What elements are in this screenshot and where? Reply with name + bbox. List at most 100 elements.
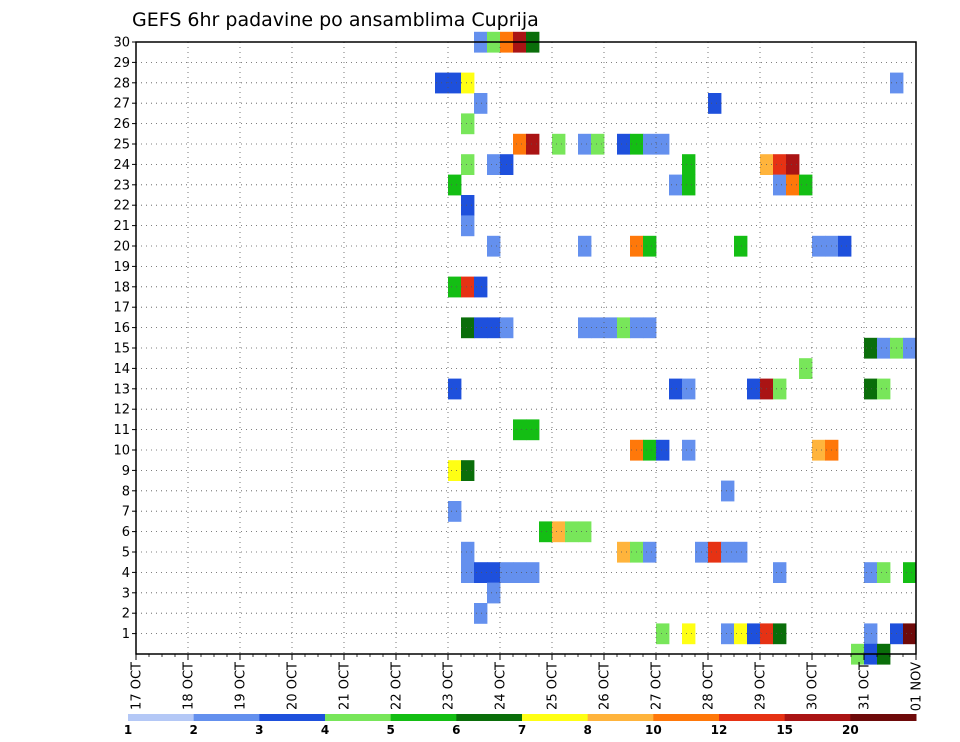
precip-cell xyxy=(656,133,670,155)
colorbar-label: 15 xyxy=(776,723,793,737)
y-tick-label: 12 xyxy=(113,403,130,418)
precip-cell xyxy=(591,317,605,339)
colorbar-label: 7 xyxy=(518,723,526,737)
precip-cell xyxy=(539,521,553,543)
precip-cell xyxy=(617,133,631,155)
precip-cell xyxy=(708,93,722,114)
y-tick-label: 21 xyxy=(113,219,130,234)
precip-cell xyxy=(734,235,748,257)
precip-cell xyxy=(773,174,787,196)
precip-cell xyxy=(461,154,475,175)
precip-cell xyxy=(877,562,891,583)
precip-cell xyxy=(461,460,475,481)
precip-cell xyxy=(773,378,787,400)
precip-cell xyxy=(864,337,878,359)
precip-cell xyxy=(877,378,891,400)
colorbar-segment xyxy=(719,714,786,721)
precip-cell xyxy=(786,154,800,175)
precip-cell xyxy=(487,317,501,339)
precip-cell xyxy=(656,623,670,645)
precip-cell xyxy=(552,521,566,543)
colorbar-segment xyxy=(587,714,654,721)
precip-cell xyxy=(461,562,475,583)
precip-cell xyxy=(747,378,761,400)
precip-cell xyxy=(461,72,475,94)
y-tick-label: 2 xyxy=(122,607,130,622)
y-tick-label: 24 xyxy=(113,158,130,173)
precip-cell xyxy=(474,93,488,114)
colorbar-segment xyxy=(259,714,326,721)
precip-cell xyxy=(487,582,501,604)
precip-cell xyxy=(682,439,696,461)
x-tick-label: 20 OCT xyxy=(286,662,301,710)
y-tick-label: 27 xyxy=(113,97,130,112)
precip-cell xyxy=(669,174,683,196)
precip-cell xyxy=(513,419,527,441)
precip-cell xyxy=(708,541,722,563)
colorbar-segment xyxy=(522,714,589,721)
precip-cell xyxy=(474,317,488,339)
precip-cell xyxy=(448,501,462,522)
precip-cell xyxy=(864,562,878,583)
x-tick-label: 29 OCT xyxy=(754,662,769,710)
y-tick-label: 13 xyxy=(113,382,130,397)
precip-cell xyxy=(448,276,462,298)
precip-cell xyxy=(474,276,488,298)
precip-cell xyxy=(812,235,826,257)
x-tick-label: 22 OCT xyxy=(390,662,405,710)
x-tick-label: 17 OCT xyxy=(130,662,145,710)
y-tick-label: 17 xyxy=(113,301,130,316)
precip-cell xyxy=(643,317,657,339)
colorbar-label: 2 xyxy=(189,723,197,737)
precip-cell xyxy=(474,562,488,583)
precip-cell xyxy=(799,174,813,196)
colorbar-label: 1 xyxy=(124,723,132,737)
precip-cell xyxy=(487,562,501,583)
colorbar-segment xyxy=(653,714,720,721)
precip-cell xyxy=(864,378,878,400)
heatmap-cells xyxy=(435,31,917,665)
colorbar-label: 8 xyxy=(583,723,591,737)
precip-cell xyxy=(721,623,735,645)
precip-cell xyxy=(461,317,475,339)
colorbar-segment xyxy=(390,714,457,721)
colorbar-segment xyxy=(850,714,917,721)
x-tick-label: 30 OCT xyxy=(806,662,821,710)
precip-cell xyxy=(656,439,670,461)
precip-cell xyxy=(734,541,748,563)
y-tick-label: 25 xyxy=(113,138,130,153)
precip-cell xyxy=(526,419,540,441)
colorbar-label: 4 xyxy=(321,723,329,737)
y-tick-label: 28 xyxy=(113,76,130,91)
precip-cell xyxy=(461,113,475,135)
x-tick-label: 23 OCT xyxy=(442,662,457,710)
precip-cell xyxy=(682,154,696,175)
y-tick-label: 9 xyxy=(122,464,130,479)
precip-cell xyxy=(591,133,605,155)
precip-cell xyxy=(552,133,566,155)
precip-cell xyxy=(526,133,540,155)
y-tick-label: 22 xyxy=(113,199,130,214)
colorbar: 1 2 3 4 5 6 7 8 10 12 15 20 xyxy=(124,714,917,737)
colorbar-label: 20 xyxy=(842,723,859,737)
precip-cell xyxy=(864,623,878,645)
precip-cell xyxy=(669,378,683,400)
y-tick-label: 16 xyxy=(113,321,130,336)
y-tick-label: 19 xyxy=(113,260,130,275)
y-tick-label: 18 xyxy=(113,280,130,295)
precip-cell xyxy=(643,235,657,257)
x-tick-label: 18 OCT xyxy=(182,662,197,710)
precip-cell xyxy=(799,358,813,379)
colorbar-segment xyxy=(325,714,392,721)
precip-cell xyxy=(812,439,826,461)
precip-cell xyxy=(773,623,787,645)
precip-cell xyxy=(721,480,735,502)
colorbar-label: 10 xyxy=(645,723,662,737)
y-tick-label: 15 xyxy=(113,342,130,357)
y-tick-label: 30 xyxy=(113,36,130,51)
precip-cell xyxy=(643,133,657,155)
chart-title: GEFS 6hr padavine po ansamblima Cuprija xyxy=(132,9,539,31)
precip-cell xyxy=(578,521,592,543)
y-tick-label: 1 xyxy=(122,627,130,642)
